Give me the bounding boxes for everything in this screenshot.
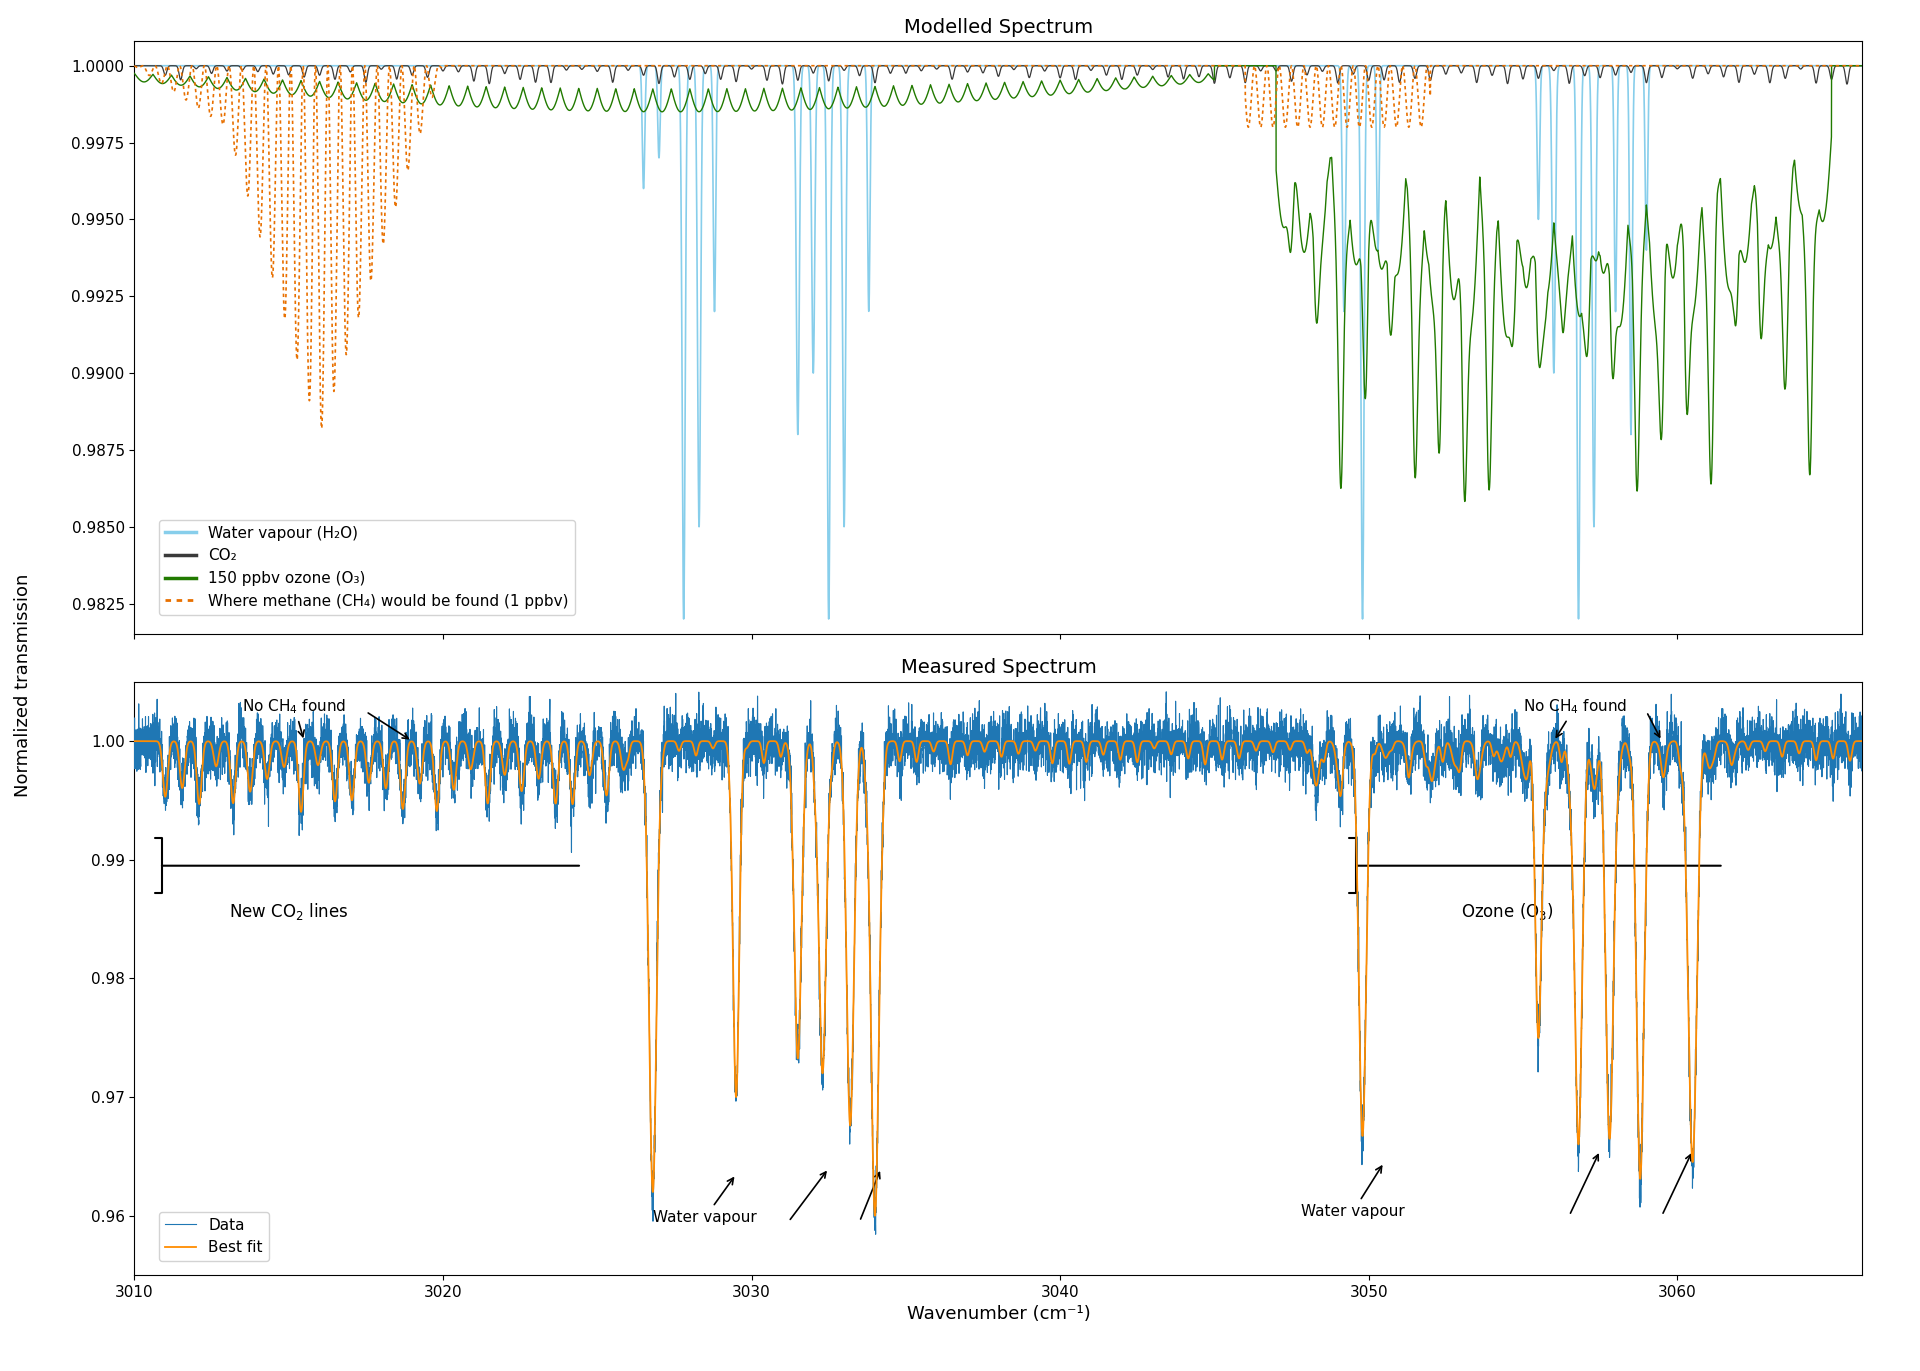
Best fit	[380, 740, 403, 757]
X-axis label: Wavenumber (cm⁻¹): Wavenumber (cm⁻¹)	[906, 1305, 1091, 1323]
Text: No CH$_4$ found: No CH$_4$ found	[1523, 698, 1628, 738]
Text: New CO$_2$ lines: New CO$_2$ lines	[228, 901, 348, 923]
Legend: Data, Best fit: Data, Best fit	[159, 1212, 269, 1261]
Best fit	[1008, 744, 1031, 761]
Data	[213, 754, 236, 771]
Legend: Water vapour (H₂O), CO₂, 150 ppbv ozone (O₃), Where methane (CH₄) would be found: Water vapour (H₂O), CO₂, 150 ppbv ozone …	[159, 520, 574, 614]
Text: No CH$_4$ found: No CH$_4$ found	[242, 698, 348, 736]
Data	[1173, 740, 1196, 757]
Best fit	[213, 733, 236, 750]
Best fit	[864, 1208, 887, 1224]
Data	[1033, 727, 1056, 743]
Text: Water vapour: Water vapour	[1302, 1167, 1405, 1219]
Text: Ozone (O$_3$): Ozone (O$_3$)	[1461, 901, 1553, 923]
Data	[864, 1226, 887, 1242]
Data	[380, 720, 403, 736]
Best fit	[1173, 738, 1196, 754]
Best fit	[1851, 733, 1874, 750]
Text: Normalized transmission: Normalized transmission	[13, 574, 33, 797]
Title: Measured Spectrum: Measured Spectrum	[900, 658, 1096, 677]
Line: Best fit: Best fit	[134, 742, 1862, 1216]
Data	[1008, 736, 1031, 753]
Data	[570, 735, 593, 751]
Best fit	[570, 733, 593, 750]
Best fit	[1033, 733, 1056, 750]
Data	[123, 738, 146, 754]
Best fit	[123, 733, 146, 750]
Line: Data: Data	[134, 692, 1862, 1234]
Data	[1154, 684, 1177, 701]
Text: Water vapour: Water vapour	[653, 1178, 756, 1224]
Title: Modelled Spectrum: Modelled Spectrum	[904, 18, 1092, 37]
Data	[1851, 747, 1874, 764]
